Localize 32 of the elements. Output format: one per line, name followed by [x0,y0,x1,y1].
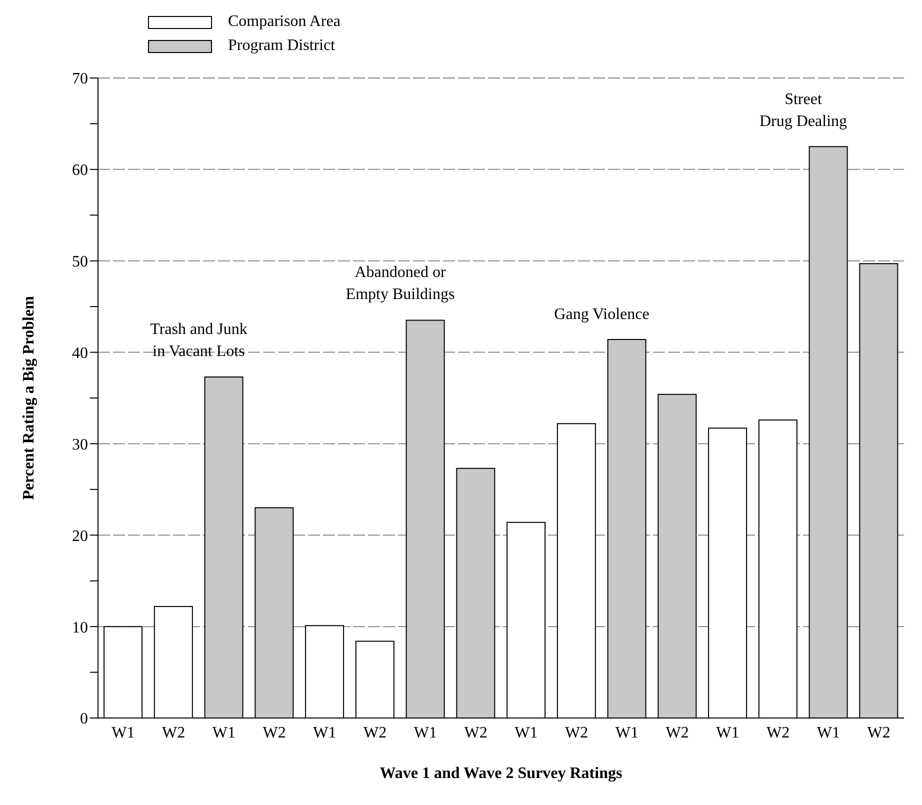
annotation: Street Drug Dealing [758,90,848,132]
x-tick-label: W2 [666,724,689,742]
y-tick-label: 0 [80,710,88,728]
x-tick-label: W2 [867,724,890,742]
annotation: Trash and Junk in Vacant Lots [149,320,248,362]
legend-label: Comparison Area [228,13,340,31]
y-tick-label: 40 [72,344,88,362]
x-tick-label: W1 [112,724,135,742]
x-tick-label: W1 [816,724,840,742]
x-tick-label: W2 [565,724,588,742]
annotation: Abandoned or Empty Buildings [344,263,456,306]
annotation: Gang Violence [553,304,650,324]
legend-label: Program District [228,37,336,55]
y-tick-label: 70 [72,70,88,88]
x-tick-label: W1 [313,724,336,742]
y-tick-label: 10 [72,619,88,636]
x-tick-label: W1 [514,724,538,742]
x-tick-label: W2 [766,724,790,742]
x-tick-label: W2 [464,724,488,742]
y-tick-label: 50 [72,254,88,271]
x-tick-label: W2 [162,724,186,742]
x-axis-title: Wave 1 and Wave 2 Survey Ratings [380,765,622,782]
y-tick-label: 60 [72,162,88,180]
y-axis-title: Percent Rating a Big Problem [20,295,38,500]
x-tick-label: W1 [615,724,638,742]
y-tick-label: 30 [72,436,88,454]
x-tick-label: W1 [212,724,236,742]
x-tick-label: W1 [716,724,740,742]
x-tick-label: W2 [262,724,286,742]
x-tick-label: W2 [364,724,387,742]
x-tick-label: W1 [414,724,437,742]
y-tick-label: 20 [72,528,88,545]
